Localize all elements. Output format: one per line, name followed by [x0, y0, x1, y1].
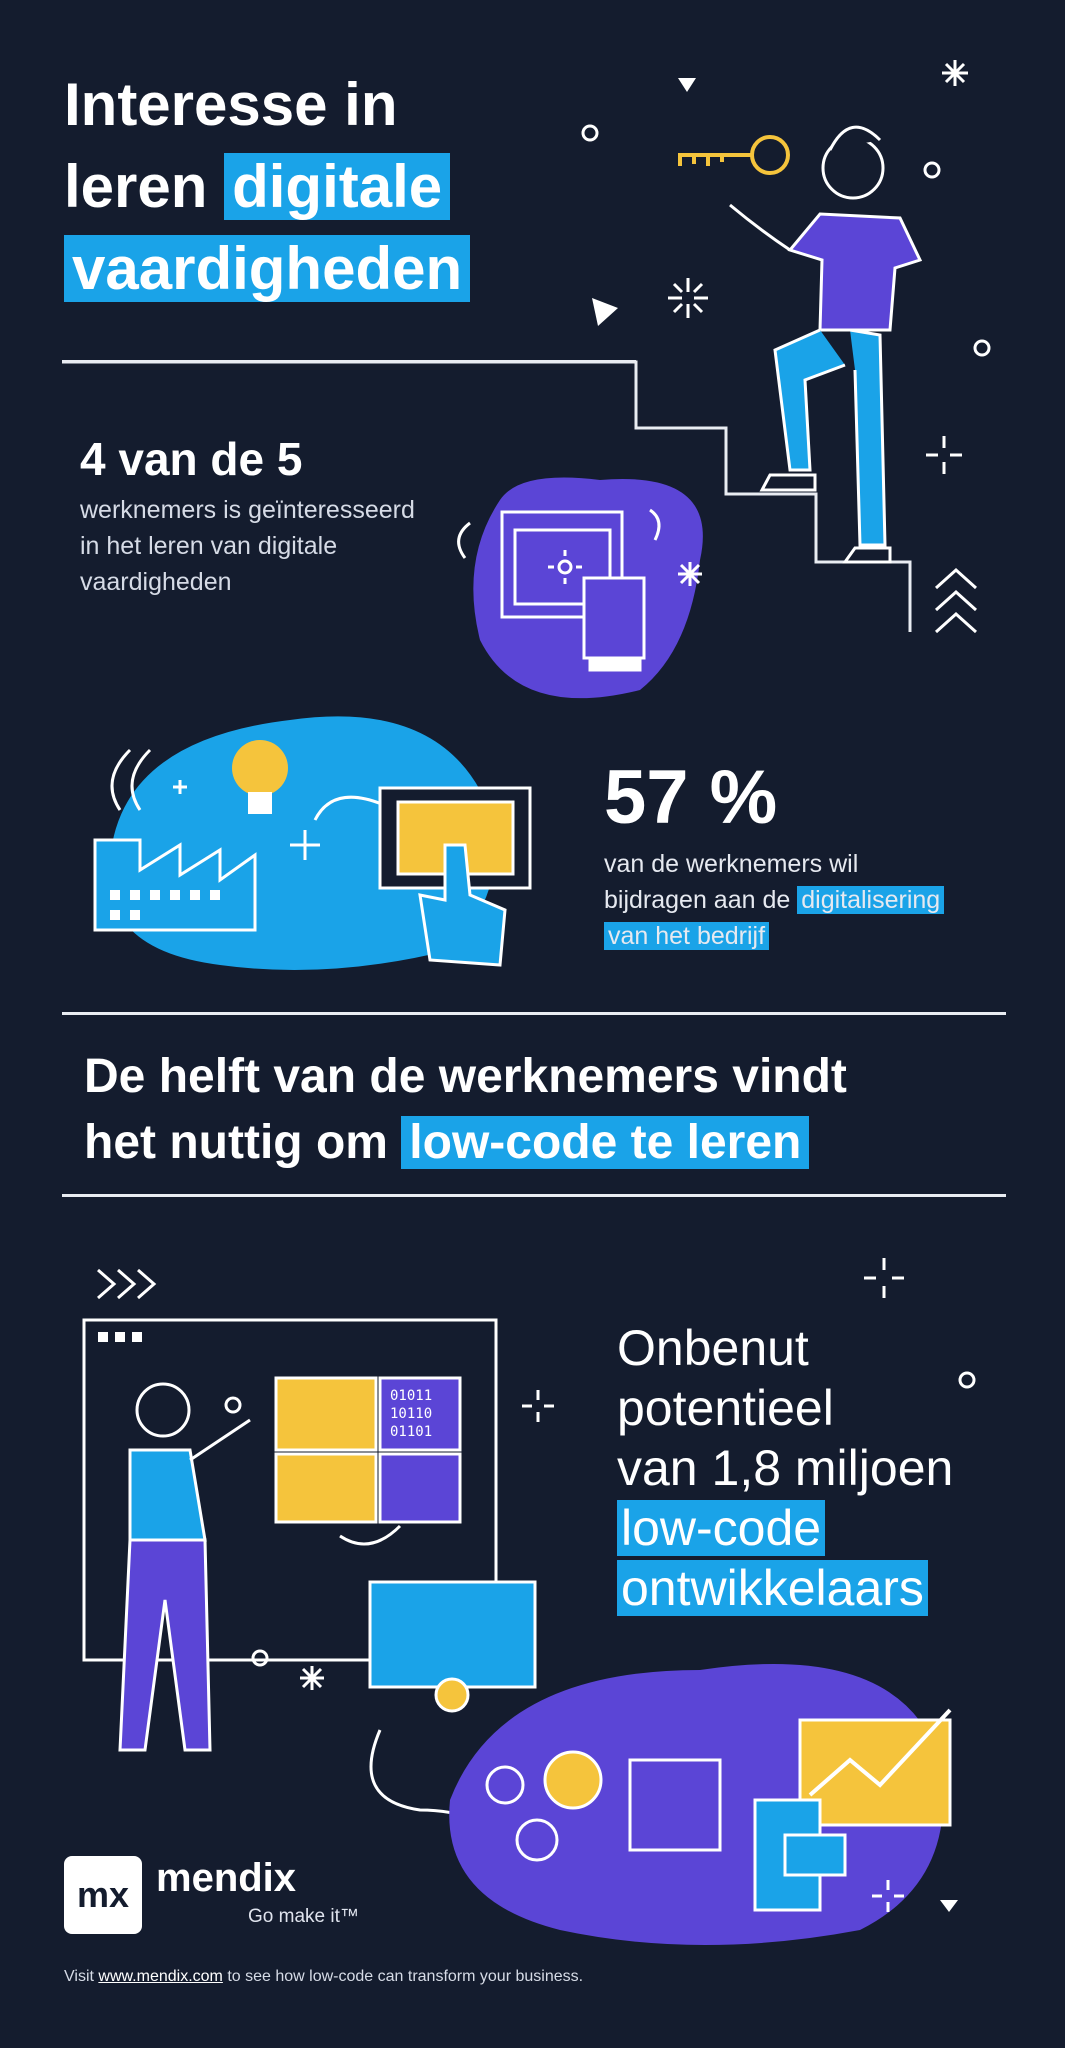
grid-tile	[378, 1452, 462, 1524]
title-line-1: Interesse in	[64, 71, 398, 138]
stat-4-of-5-text: werknemers is geïnteresseerd in het lere…	[80, 492, 415, 600]
divider	[62, 1194, 1006, 1197]
sparkle-icon	[300, 1666, 324, 1690]
footer-text: Visit www.mendix.com to see how low-code…	[64, 1968, 583, 1986]
chat-bubble-icon	[783, 1833, 847, 1877]
section-highlight: low-code te leren	[401, 1116, 810, 1169]
circle-decor	[923, 161, 941, 179]
curved-arrow	[339, 1524, 402, 1546]
divider	[62, 1012, 1006, 1015]
lowcode-illustration: 01011 10110 01101	[82, 1258, 976, 1945]
chart-tile	[274, 1376, 378, 1452]
stat-57-headline: 57 %	[604, 755, 778, 840]
potential-highlight: ontwikkelaars	[617, 1560, 928, 1616]
potential-line: van 1,8 miljoen	[617, 1440, 954, 1496]
digitalisation-illustration	[93, 716, 532, 970]
sparkle-icon	[522, 1390, 554, 1422]
stat2-line: bijdragen aan de	[604, 886, 791, 914]
stat2-highlight: van het bedrijf	[604, 922, 770, 950]
stat1-line: in het leren van digitale	[80, 532, 338, 560]
divider	[62, 360, 636, 363]
binary-row: 01011	[390, 1388, 432, 1404]
gear-icon	[485, 1765, 559, 1862]
gear-icon	[543, 1750, 603, 1810]
factory-icon	[93, 838, 257, 932]
window-dots	[110, 890, 220, 920]
stat-4-of-5-headline: 4 van de 5	[80, 433, 303, 485]
brand-name: mendix	[156, 1856, 297, 1900]
sparkle-icon	[173, 780, 187, 794]
sparkle-icon	[872, 1880, 904, 1912]
triangle-decor	[592, 298, 618, 326]
person-climbing	[729, 125, 923, 564]
certificate-icon	[368, 1580, 537, 1689]
triangle-decor	[940, 1900, 958, 1912]
hand-icon	[418, 843, 507, 967]
sparkle-icon	[864, 1258, 904, 1298]
computer-icon	[457, 508, 661, 672]
badge-icon	[434, 1677, 470, 1713]
stat1-line: werknemers is geïnteresseerd	[80, 496, 415, 524]
potential-line: Onbenut	[617, 1320, 809, 1376]
sparkle-icon	[290, 830, 320, 860]
footer-prefix: Visit	[64, 1968, 94, 1985]
stat2-highlight: digitalisering	[797, 886, 945, 914]
title-highlight-digitale: digitale	[224, 153, 451, 220]
title-highlight-vaardigheden: vaardigheden	[64, 235, 471, 302]
circle-decor	[958, 1371, 976, 1389]
key-icon	[678, 135, 790, 175]
form-tile	[274, 1452, 378, 1524]
potential-line: potentieel	[617, 1380, 834, 1436]
chevron-right-icon	[97, 1268, 157, 1300]
circle-decor	[224, 1396, 242, 1414]
brand-tagline: Go make it™	[248, 1906, 359, 1927]
window-dots	[98, 1332, 142, 1342]
potential-text: Onbenut potentieel van 1,8 miljoen low-c…	[617, 1318, 953, 1618]
page-title: Interesse in leren digitale vaardigheden	[64, 64, 471, 310]
chevron-up-icon	[934, 567, 978, 634]
stat2-line: van de werknemers wil	[604, 850, 859, 878]
triangle-decor	[678, 78, 696, 92]
section-line-2: het nuttig om	[84, 1116, 388, 1169]
footer-suffix: to see how low-code can transform your b…	[227, 1968, 584, 1985]
whiteboard	[82, 1318, 498, 1662]
sparkle-icon	[926, 436, 962, 474]
section-line-1: De helft van de werknemers vindt	[84, 1050, 847, 1103]
section-headline: De helft van de werknemers vindt het nut…	[84, 1044, 847, 1176]
title-line-2: leren	[64, 153, 208, 220]
circle-decor	[251, 1649, 269, 1667]
circle-decor	[581, 124, 599, 142]
binary-row: 10110	[390, 1406, 432, 1422]
person-pointing	[118, 1382, 251, 1752]
sparkle-icon	[942, 60, 968, 86]
sparkle-icon	[668, 278, 708, 318]
stat1-line: vaardigheden	[80, 568, 232, 596]
trend-arrow-icon	[808, 1708, 952, 1797]
stat-57-text: van de werknemers wil bijdragen aan de d…	[604, 846, 945, 954]
footer-link[interactable]: www.mendix.com	[98, 1968, 223, 1985]
potential-highlight: low-code	[617, 1500, 826, 1556]
lightbulb-icon	[232, 740, 288, 814]
sparkle-icon	[678, 562, 702, 586]
binary-row: 01101	[390, 1424, 432, 1440]
stairs-illustration	[62, 60, 991, 699]
mendix-logo: mx	[64, 1856, 142, 1934]
circle-decor	[973, 339, 991, 357]
code-tile	[378, 1376, 462, 1452]
truck-icon	[628, 1758, 722, 1852]
smoke-line	[110, 748, 152, 811]
